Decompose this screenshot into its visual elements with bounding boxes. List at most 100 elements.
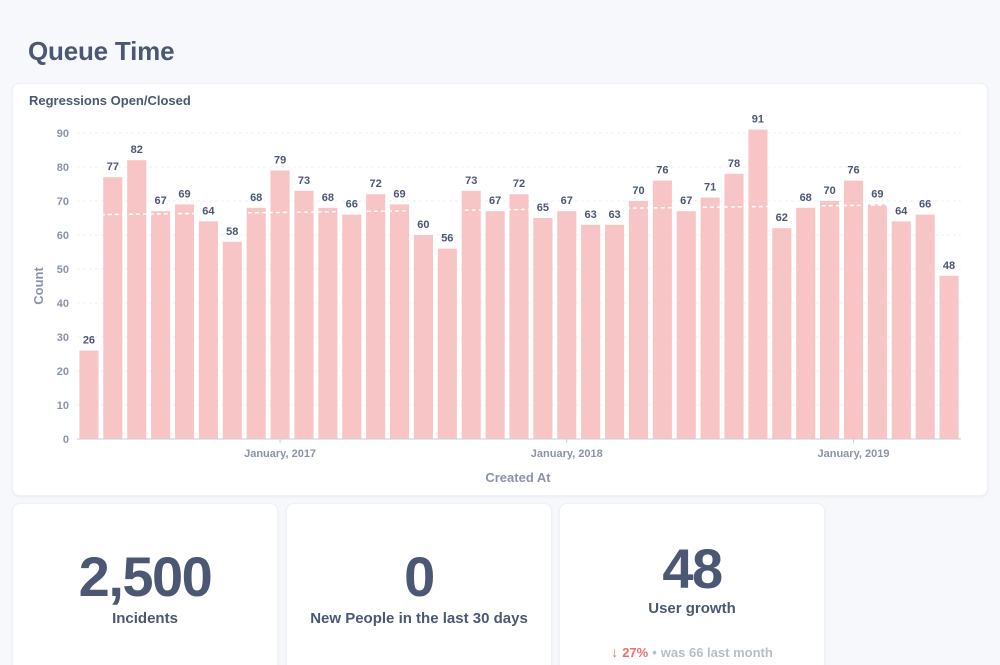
data-label: 62 (776, 212, 788, 224)
data-label: 69 (393, 188, 405, 200)
x-tick-label: January, 2017 (244, 448, 316, 460)
y-tick-label: 80 (57, 162, 69, 174)
arrow-down-icon: ↓ (611, 644, 619, 660)
bar[interactable] (796, 207, 816, 439)
bar[interactable] (915, 214, 935, 439)
y-tick-label: 70 (57, 196, 69, 208)
y-tick-label: 40 (57, 298, 69, 310)
bar[interactable] (557, 211, 577, 439)
bar[interactable] (270, 170, 290, 439)
y-tick-label: 10 (57, 400, 69, 412)
y-axis-title: Count (31, 267, 46, 305)
y-tick-label: 30 (57, 332, 69, 344)
data-label: 68 (250, 192, 262, 204)
bar[interactable] (246, 207, 266, 439)
bar[interactable] (652, 180, 672, 439)
bar[interactable] (700, 197, 720, 439)
data-label: 76 (656, 165, 668, 177)
data-label: 78 (728, 158, 740, 170)
data-label: 56 (441, 233, 453, 245)
data-label: 58 (226, 226, 238, 238)
page-title: Queue Time (28, 36, 175, 66)
bar[interactable] (79, 350, 99, 439)
data-label: 67 (561, 195, 573, 207)
bar[interactable] (389, 204, 410, 439)
bar[interactable] (533, 218, 553, 439)
scalar-card-new-people[interactable]: 0 New People in the last 30 days (286, 503, 552, 665)
x-tick-label: January, 2018 (531, 448, 603, 460)
scalar-card-user-growth[interactable]: 48 User growth ↓ 27% • was 66 last month (559, 503, 825, 665)
scalar-value: 48 (662, 537, 723, 600)
x-axis-title: Created At (485, 470, 551, 485)
data-label: 65 (537, 202, 549, 214)
bar[interactable] (437, 248, 457, 439)
data-label: 67 (680, 195, 692, 207)
data-label: 68 (322, 192, 334, 204)
bar[interactable] (294, 190, 314, 439)
data-label: 60 (417, 219, 429, 231)
bar[interactable] (748, 129, 768, 439)
x-tick-label: January, 2019 (818, 448, 890, 460)
chart-card[interactable]: Regressions Open/Closed 26 77 82 67 69 64 58 68… (12, 83, 988, 496)
data-label: 82 (131, 144, 143, 156)
bar[interactable] (174, 204, 195, 439)
data-label: 91 (752, 114, 764, 126)
bar[interactable] (198, 221, 218, 439)
scalar-value: 2,500 (78, 545, 213, 608)
data-label: 69 (871, 188, 883, 200)
bar[interactable] (724, 173, 744, 440)
bar[interactable] (676, 211, 696, 439)
y-tick-label: 0 (63, 434, 69, 446)
data-label: 79 (274, 154, 286, 166)
comparison-percent: 27% (622, 645, 649, 660)
bar[interactable] (509, 194, 529, 439)
bar[interactable] (413, 235, 433, 439)
bar[interactable] (461, 190, 481, 439)
bar[interactable] (605, 224, 625, 439)
bar[interactable] (318, 207, 338, 439)
bar[interactable] (342, 214, 362, 439)
data-label: 72 (370, 178, 382, 190)
scalar-label[interactable]: Incidents (112, 610, 178, 627)
bar[interactable] (581, 224, 601, 439)
bar[interactable] (151, 211, 171, 439)
data-label: 63 (608, 209, 620, 221)
bar[interactable] (222, 241, 242, 439)
data-label: 68 (800, 192, 812, 204)
bar[interactable] (891, 221, 911, 439)
y-tick-label: 20 (57, 366, 69, 378)
data-label: 64 (895, 205, 908, 217)
data-label: 64 (202, 205, 215, 217)
bar[interactable] (628, 201, 649, 439)
scalar-label[interactable]: User growth (648, 600, 736, 617)
comparison-text: was 66 last month (660, 645, 773, 660)
bar[interactable] (485, 211, 505, 439)
bar[interactable] (103, 177, 123, 439)
data-label: 26 (83, 335, 95, 347)
comparison-row: ↓ 27% • was 66 last month (560, 644, 824, 660)
y-tick-label: 90 (57, 128, 69, 140)
y-tick-label: 60 (57, 230, 69, 242)
scalar-card-incidents[interactable]: 2,500 Incidents (12, 503, 278, 665)
bar[interactable] (820, 201, 840, 439)
bar[interactable] (366, 194, 386, 439)
bar[interactable] (127, 160, 147, 439)
data-label: 77 (107, 161, 119, 173)
data-label: 76 (847, 165, 859, 177)
data-label: 66 (346, 199, 358, 211)
scalar-label[interactable]: New People in the last 30 days (310, 610, 528, 627)
chart-title[interactable]: Regressions Open/Closed (29, 93, 191, 108)
bar[interactable] (843, 180, 864, 439)
bar-chart: 26 77 82 67 69 64 58 68 79 73 68 66 72 69 60 56 73 67 72 65… (31, 114, 961, 485)
data-label: 72 (513, 178, 525, 190)
data-label: 66 (919, 199, 931, 211)
data-label: 71 (704, 182, 716, 194)
bar[interactable] (772, 228, 792, 439)
data-label: 48 (943, 260, 955, 272)
data-label: 67 (489, 195, 501, 207)
data-label: 63 (585, 209, 597, 221)
data-label: 69 (178, 188, 190, 200)
y-tick-label: 50 (57, 264, 69, 276)
bar[interactable] (867, 204, 887, 439)
bar[interactable] (939, 275, 959, 439)
